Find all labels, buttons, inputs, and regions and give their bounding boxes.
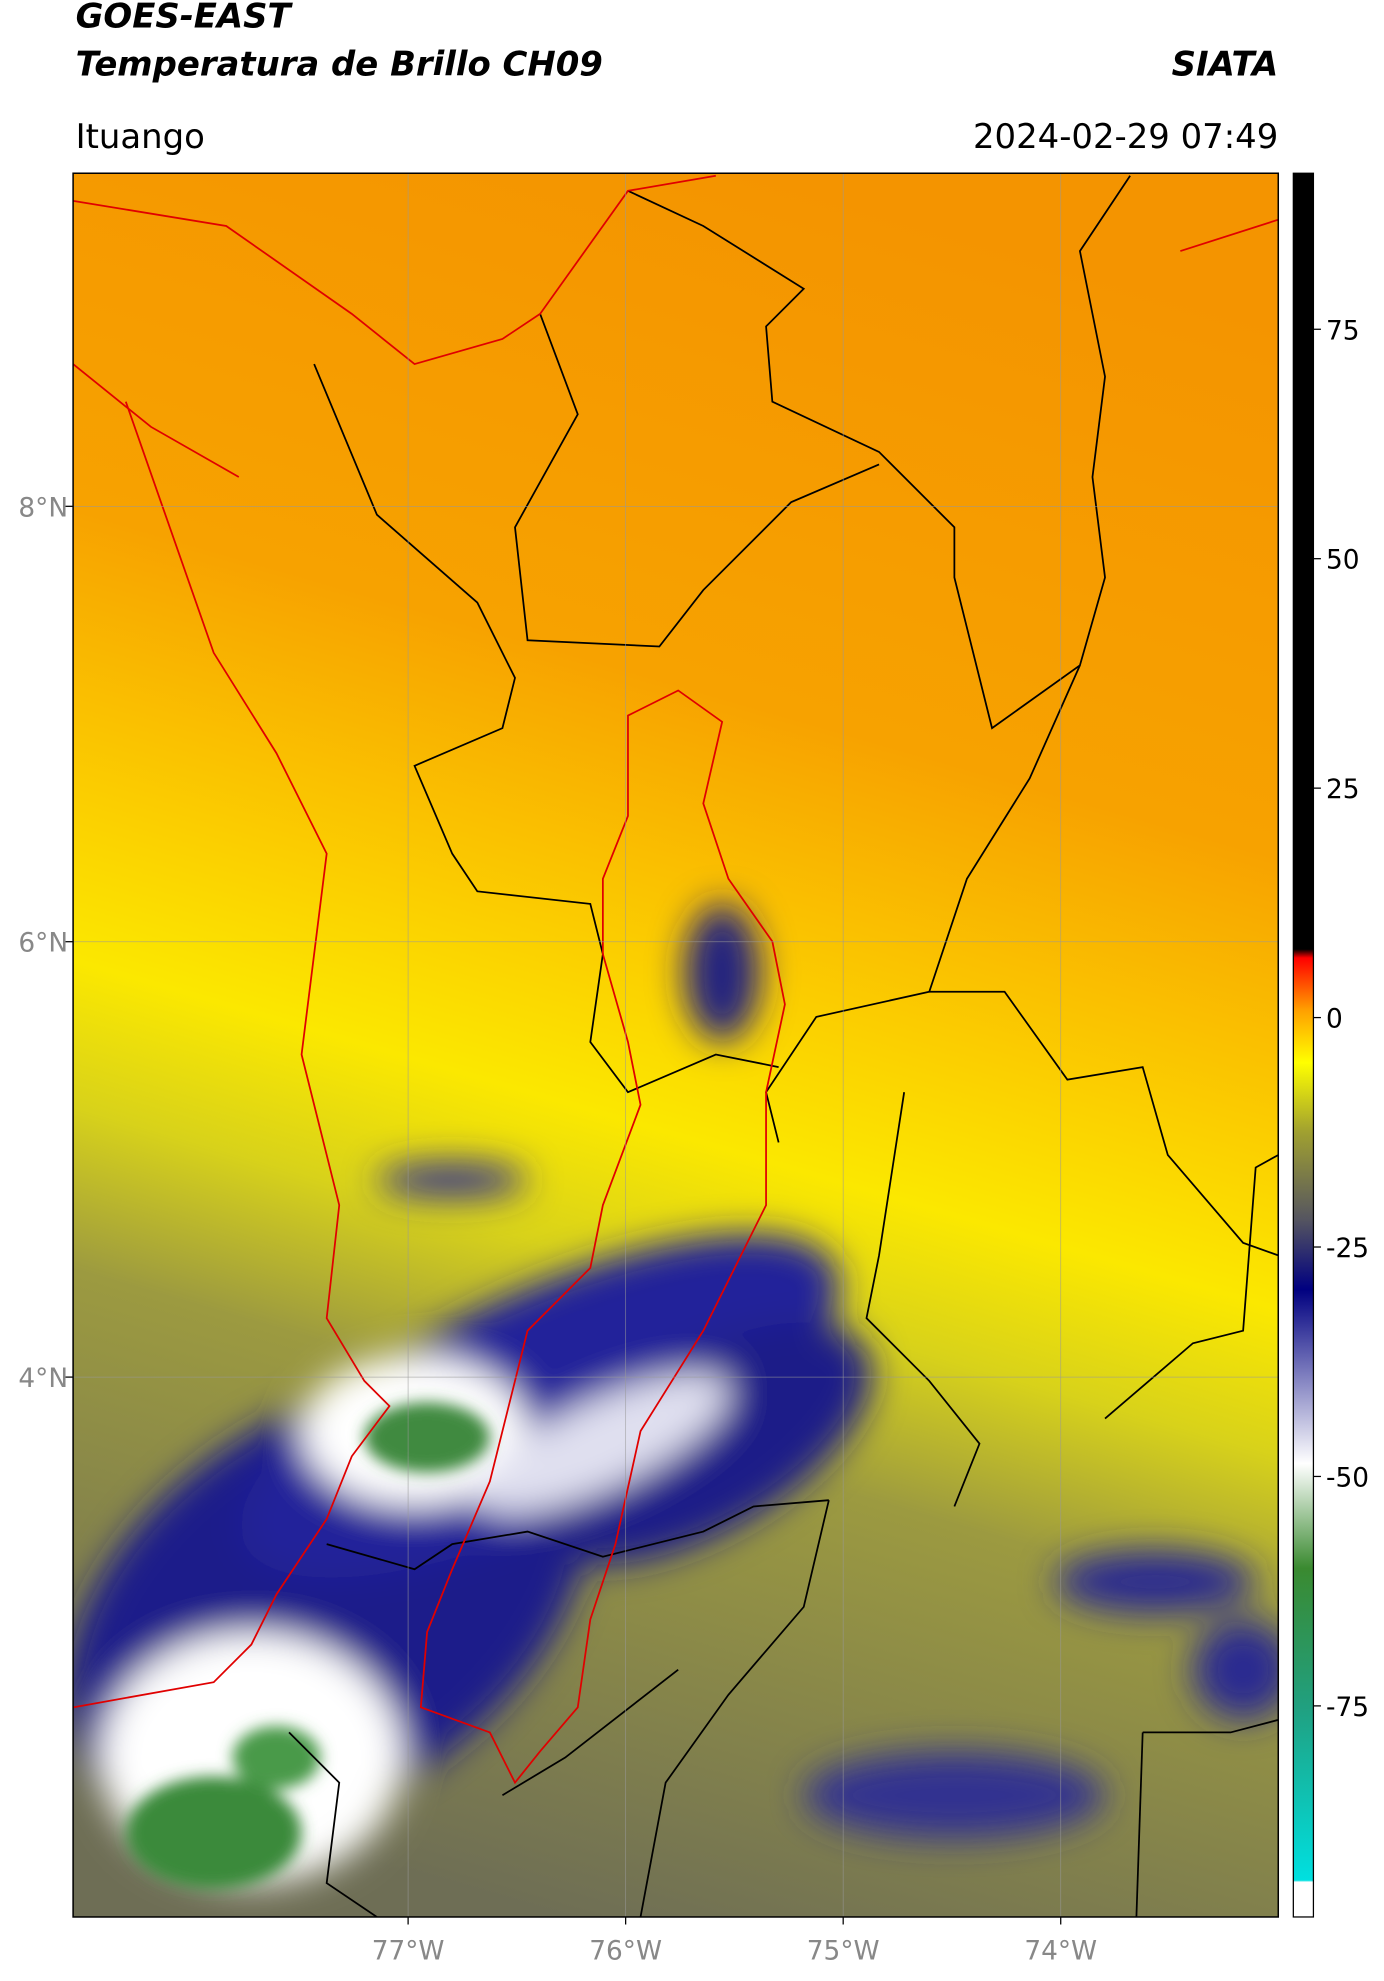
satellite-image — [73, 173, 1279, 1917]
map-frame — [72, 172, 1280, 1918]
x-tick-label: 77°W — [372, 1937, 445, 1967]
y-tick-label: 4°N — [18, 1364, 68, 1394]
colorbar-tick-label: 75 — [1326, 316, 1360, 346]
colorbar-tick-label: 0 — [1326, 1005, 1343, 1035]
y-tick-label: 6°N — [18, 929, 68, 959]
x-tick-label: 76°W — [589, 1937, 662, 1967]
x-tick-label: 74°W — [1024, 1937, 1097, 1967]
colorbar-tick-label: -75 — [1326, 1693, 1369, 1723]
colorbar-tick-label: 25 — [1326, 775, 1360, 805]
x-tick-label: 75°W — [807, 1937, 880, 1967]
datetime: 2024-02-29 07:49 — [973, 117, 1278, 156]
place: Ituango — [76, 117, 205, 156]
colorbar-tick-label: -50 — [1326, 1463, 1369, 1493]
colorbar — [1292, 172, 1315, 1918]
y-tick-label: 8°N — [18, 493, 68, 523]
agency: SIATA — [1172, 44, 1279, 83]
title: GOES-EAST — [76, 0, 294, 36]
colorbar-tick-label: -25 — [1326, 1234, 1369, 1264]
colorbar-tick-label: 50 — [1326, 546, 1360, 576]
grid — [73, 173, 1279, 1917]
subtitle: Temperatura de Brillo CH09 — [76, 44, 603, 83]
